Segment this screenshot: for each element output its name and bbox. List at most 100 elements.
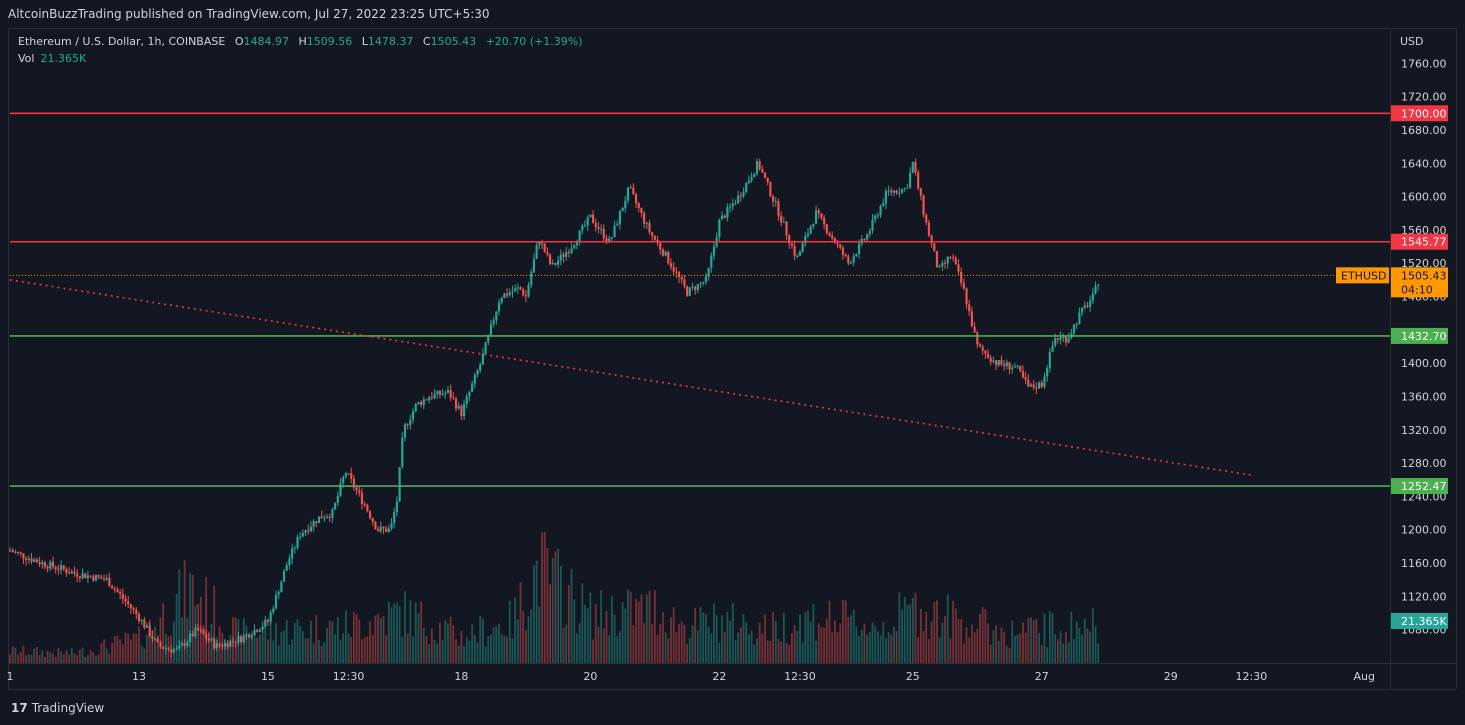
candle-body: [565, 252, 568, 257]
time-axis[interactable]: 1 13 15 12:30 18 20 22 12:30 25 27 29 12:30 Aug: [7, 670, 1375, 683]
candle-body: [1072, 324, 1076, 334]
volume-bar: [108, 653, 111, 663]
volume-bar: [436, 643, 439, 663]
candle-body: [188, 633, 192, 642]
volume-bar: [339, 639, 342, 663]
volume-bar: [1089, 631, 1092, 663]
chart-panel[interactable]: [8, 28, 1457, 690]
candle-body: [1086, 305, 1089, 307]
volume-bar: [89, 649, 92, 663]
volume-bar: [613, 614, 616, 663]
volume-bar: [1094, 626, 1097, 663]
volume-bar: [385, 635, 388, 663]
volume-bar: [103, 639, 105, 663]
candle-body: [737, 195, 740, 204]
candle-body: [441, 394, 444, 396]
candle-body: [323, 517, 326, 519]
price-tick-label: 1160.00: [1401, 557, 1447, 570]
volume-bar: [404, 591, 406, 663]
candle-body: [728, 206, 732, 208]
volume-bar: [675, 632, 678, 663]
volume-bar: [347, 633, 350, 663]
candle-body: [269, 612, 272, 622]
volume-bar: [514, 597, 517, 663]
volume-bar: [707, 626, 710, 663]
volume-bar: [952, 600, 955, 663]
volume-bar: [726, 611, 729, 663]
volume-bar: [105, 648, 108, 663]
volume-bar: [162, 603, 165, 663]
candle-body: [677, 272, 681, 278]
volume-label[interactable]: Vol: [18, 52, 35, 65]
candle-body: [135, 609, 138, 615]
volume-bar: [1016, 634, 1019, 663]
volume-bar: [976, 628, 979, 663]
volume-bar: [1043, 613, 1046, 663]
volume-bar: [723, 631, 726, 663]
candle-body: [1029, 384, 1033, 387]
high-value: 1509.56: [306, 35, 353, 48]
candle-body: [1059, 337, 1062, 340]
volume-bar: [1097, 643, 1100, 663]
candle-body: [406, 424, 409, 426]
candle-body: [409, 419, 412, 425]
volume-bar: [11, 646, 14, 663]
candle-body: [742, 192, 745, 197]
volume-bar: [930, 621, 933, 663]
volume-bar: [554, 551, 557, 663]
candle-body: [527, 285, 530, 297]
candle-body: [153, 638, 157, 640]
candle-body: [573, 245, 576, 249]
candle-body: [35, 559, 38, 563]
volume-bar: [500, 634, 503, 663]
volume-bar: [909, 604, 912, 663]
candle-body: [167, 648, 170, 650]
candle-body: [274, 594, 278, 609]
candle-body: [1083, 305, 1086, 308]
candle-body: [239, 636, 243, 643]
volume-bar: [801, 642, 804, 663]
candle-body: [957, 264, 960, 272]
candle-body: [54, 566, 57, 570]
volume-value-badge: [1391, 613, 1448, 629]
volume-bar: [576, 633, 578, 663]
candle-body: [218, 643, 221, 646]
trendlines[interactable]: [9, 279, 1255, 477]
candle-body: [282, 570, 286, 582]
open-label: O: [234, 35, 244, 48]
candle-body: [465, 396, 468, 404]
symbol-title[interactable]: Ethereum / U.S. Dollar, 1h, COINBASE: [18, 35, 226, 48]
volume-bar: [92, 652, 95, 663]
chart-legend: Ethereum / U.S. Dollar, 1h, COINBASE O14…: [18, 35, 589, 48]
volume-bar: [672, 607, 675, 663]
candle-body: [253, 629, 256, 636]
time-tick-label: 12:30: [784, 670, 816, 683]
tradingview-logo[interactable]: 17 TradingView: [11, 701, 104, 715]
candle-body: [94, 575, 98, 581]
candle-body: [672, 267, 675, 272]
volume-bar: [511, 638, 514, 663]
volume-bar: [371, 634, 374, 663]
volume-bar: [782, 612, 785, 663]
volume-bar: [441, 640, 444, 663]
volume-bar: [484, 646, 487, 663]
candle-body: [1043, 376, 1046, 387]
volume-bar: [452, 625, 455, 663]
volume-bar: [777, 639, 780, 663]
volume-bar: [379, 618, 382, 663]
candle-body: [992, 360, 995, 362]
candle-body: [19, 552, 22, 554]
candle-body: [170, 649, 173, 653]
volume-bar: [299, 626, 302, 663]
volume-bar: [315, 614, 318, 663]
price-axis[interactable]: 1760.00 1720.00 1680.00 1640.00 1600.00 1560.…: [1401, 57, 1447, 636]
candle-body: [624, 200, 627, 208]
volume-bar: [412, 636, 414, 663]
horizontal-levels[interactable]: [10, 112, 1390, 487]
volume-bar: [46, 650, 49, 663]
candle-body: [581, 225, 584, 231]
candle-body: [925, 214, 928, 223]
volume-bar: [589, 592, 592, 663]
volume-bar: [1075, 621, 1078, 663]
